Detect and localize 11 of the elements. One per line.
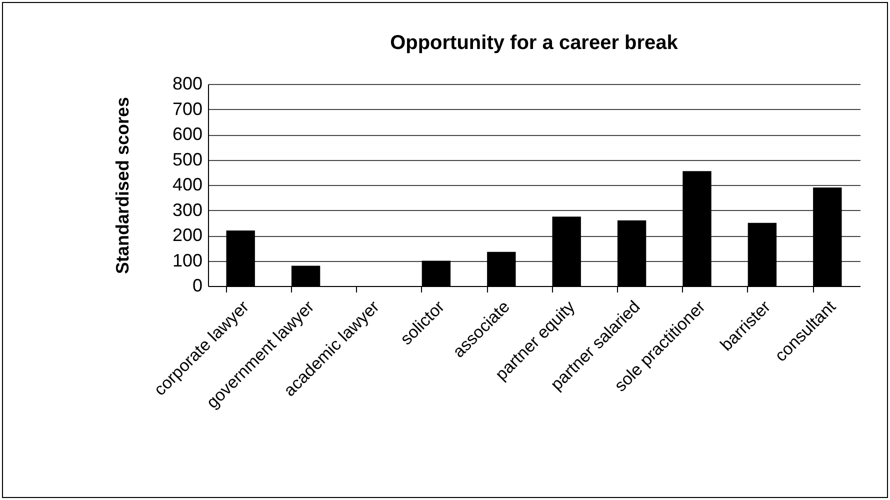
y-tick-label: 100 [172, 250, 202, 270]
y-axis-title: Standardised scores [112, 96, 132, 274]
y-tick-label: 700 [172, 98, 202, 119]
y-tick-label: 500 [172, 149, 202, 170]
y-tick-label: 800 [172, 74, 202, 94]
y-tick-label: 400 [172, 174, 202, 194]
y-tick-label: 200 [172, 225, 202, 245]
y-tick-label: 300 [172, 200, 202, 220]
y-tick-label: 0 [192, 276, 202, 296]
y-tick-label: 600 [172, 124, 202, 144]
chart-title: Opportunity for a career break [390, 32, 679, 54]
